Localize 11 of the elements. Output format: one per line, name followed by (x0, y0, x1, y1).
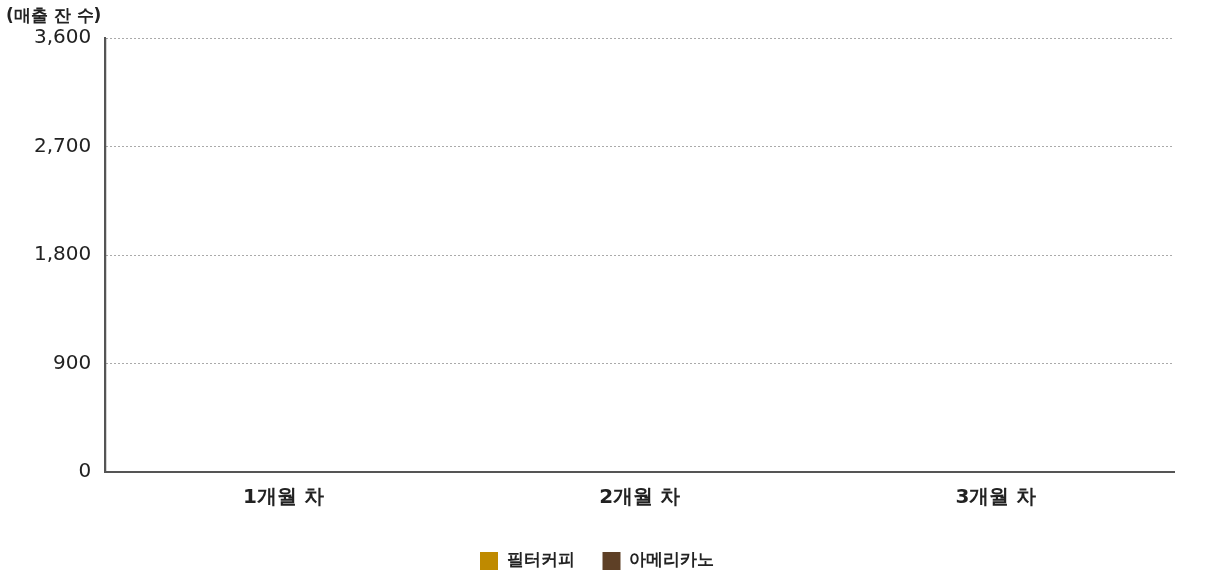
x-tick-label: 2개월 차 (599, 484, 681, 509)
y-tick-label: 3,600 (33, 24, 92, 49)
y-axis-title: (매출 잔 수) (6, 4, 102, 27)
x-tick-label: 1개월 차 (242, 484, 324, 509)
y-tick-label: 2,700 (33, 132, 92, 157)
y-tick-label: 0 (78, 458, 92, 483)
y-tick-label: 900 (53, 349, 92, 374)
legend-label: 아메리카노 (629, 549, 714, 570)
y-tick-label: 1,800 (33, 241, 92, 266)
x-tick-label: 3개월 차 (955, 484, 1037, 509)
legend-label: 필터커피 (506, 549, 575, 570)
